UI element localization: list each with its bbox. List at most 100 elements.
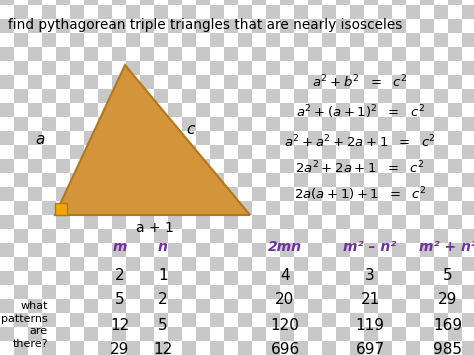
Bar (266, 285, 280, 299)
Bar (112, 299, 126, 313)
Bar (42, 61, 56, 75)
Bar (266, 187, 280, 201)
Bar (28, 327, 42, 341)
Bar (224, 5, 238, 19)
Bar (168, 327, 182, 341)
Bar (252, 215, 266, 229)
Bar (56, 271, 70, 285)
Text: 29: 29 (438, 293, 458, 307)
Bar (224, 313, 238, 327)
Bar (392, 201, 406, 215)
Bar (98, 271, 112, 285)
Bar (392, 33, 406, 47)
Bar (406, 229, 420, 243)
Bar (42, 145, 56, 159)
Bar (448, 201, 462, 215)
Bar (224, 117, 238, 131)
Text: 120: 120 (271, 317, 300, 333)
Bar (182, 145, 196, 159)
Bar (280, 341, 294, 355)
Bar (112, 33, 126, 47)
Bar (364, 243, 378, 257)
Bar (406, 5, 420, 19)
Bar (140, 61, 154, 75)
Bar (238, 131, 252, 145)
Bar (434, 89, 448, 103)
Bar (42, 75, 56, 89)
Bar (238, 341, 252, 355)
Bar (308, 313, 322, 327)
Bar (266, 215, 280, 229)
Bar (252, 341, 266, 355)
Bar (294, 117, 308, 131)
Bar (434, 33, 448, 47)
Bar (322, 201, 336, 215)
Bar (168, 215, 182, 229)
Bar (196, 5, 210, 19)
Text: 985: 985 (434, 343, 463, 355)
Bar (56, 341, 70, 355)
Bar (266, 327, 280, 341)
Bar (42, 131, 56, 145)
Bar (140, 229, 154, 243)
Bar (462, 19, 474, 33)
Text: 1: 1 (158, 268, 168, 283)
Bar (140, 271, 154, 285)
Bar (210, 313, 224, 327)
Bar (56, 75, 70, 89)
Bar (55, 203, 67, 215)
Bar (56, 187, 70, 201)
Bar (238, 19, 252, 33)
Bar (0, 257, 14, 271)
Bar (308, 131, 322, 145)
Bar (224, 159, 238, 173)
Bar (224, 61, 238, 75)
Bar (364, 341, 378, 355)
Bar (84, 47, 98, 61)
Bar (266, 145, 280, 159)
Bar (168, 285, 182, 299)
Bar (112, 75, 126, 89)
Bar (238, 75, 252, 89)
Bar (84, 61, 98, 75)
Bar (224, 327, 238, 341)
Bar (70, 215, 84, 229)
Bar (42, 341, 56, 355)
Bar (280, 299, 294, 313)
Bar (84, 229, 98, 243)
Bar (434, 327, 448, 341)
Bar (56, 131, 70, 145)
Bar (434, 285, 448, 299)
Text: 4: 4 (280, 268, 290, 283)
Bar (84, 75, 98, 89)
Bar (434, 47, 448, 61)
Bar (98, 75, 112, 89)
Bar (112, 145, 126, 159)
Bar (238, 33, 252, 47)
Bar (154, 19, 168, 33)
Bar (252, 89, 266, 103)
Text: n: n (158, 240, 168, 254)
Text: 5: 5 (115, 293, 125, 307)
Bar (308, 257, 322, 271)
Bar (420, 103, 434, 117)
Bar (378, 75, 392, 89)
Bar (252, 327, 266, 341)
Bar (56, 145, 70, 159)
Bar (14, 103, 28, 117)
Bar (224, 187, 238, 201)
Bar (406, 131, 420, 145)
Bar (434, 313, 448, 327)
Bar (238, 201, 252, 215)
Bar (28, 61, 42, 75)
Bar (392, 47, 406, 61)
Bar (28, 341, 42, 355)
Bar (420, 173, 434, 187)
Bar (238, 187, 252, 201)
Bar (168, 117, 182, 131)
Bar (280, 229, 294, 243)
Bar (266, 257, 280, 271)
Bar (210, 201, 224, 215)
Bar (14, 145, 28, 159)
Bar (280, 313, 294, 327)
